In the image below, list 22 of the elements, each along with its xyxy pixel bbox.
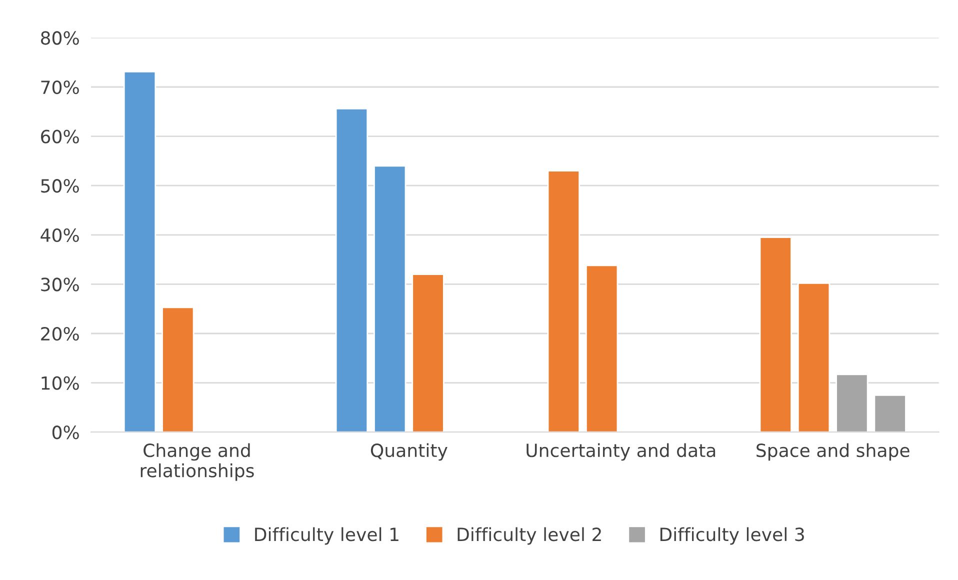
- bar: [797, 282, 830, 432]
- y-tick-label: 20%: [41, 326, 79, 341]
- x-tick-label: Quantity: [370, 443, 448, 461]
- y-tick-label: 30%: [41, 278, 79, 292]
- bar: [335, 108, 368, 432]
- y-tick-label: 40%: [40, 228, 79, 242]
- y-tick-label: 50%: [41, 179, 79, 193]
- bar: [585, 264, 618, 432]
- y-tick-label: 10%: [42, 376, 79, 390]
- y-tick-label: 80%: [40, 31, 79, 45]
- y-tick-label: 60%: [41, 130, 79, 144]
- legend-label: Difficulty level 3: [660, 527, 804, 545]
- legend-label: Difficulty level 2: [458, 527, 601, 545]
- x-tick-label: Uncertainty and data: [526, 443, 716, 461]
- bar: [123, 71, 156, 432]
- x-tick-label: Change and relationships: [140, 443, 254, 481]
- legend-label: Difficulty level 1: [255, 527, 398, 545]
- x-tick-label: Space and shape: [756, 443, 910, 461]
- y-tick-label: 0%: [52, 426, 79, 440]
- y-tick-label: 70%: [41, 80, 79, 94]
- bar: [162, 306, 194, 432]
- bar: [874, 394, 906, 432]
